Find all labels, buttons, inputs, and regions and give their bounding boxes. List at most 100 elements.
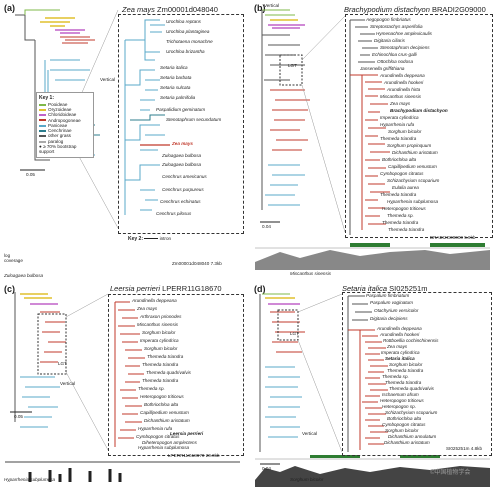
leaf-label: Trichotaena monachne <box>166 39 213 44</box>
leaf-label: Capillipedium venustum <box>388 164 437 169</box>
leaf-label: Themeda triandra <box>388 227 425 232</box>
leaf-label: Capillipedium venustum <box>140 410 189 415</box>
leaf-label: Urochloa brizantha <box>166 49 205 54</box>
panel-label: (d) <box>254 284 266 294</box>
key2-legend: Key 2: intron <box>128 236 172 242</box>
leaf-label: Cenchrus americanus <box>162 174 207 179</box>
leaf-label: Urochloa plantaginea <box>166 29 210 34</box>
track-species-label: Hyparrhenia subplumosa <box>4 477 56 482</box>
scale-bar-label: 0.05 <box>14 414 23 419</box>
leaf-label: Sorghum bicolor <box>385 428 419 433</box>
leaf-label: Zuloagaea bulbosa <box>162 153 202 158</box>
leaf-label: Cenchrus purpureus <box>162 187 204 192</box>
leaf-label: Themeda sp. <box>138 386 165 391</box>
leaf-label: Paspalidium geminatum <box>156 107 206 112</box>
leaf-label: Cenchrus echinatus <box>160 199 201 204</box>
lgt-label: LGT <box>290 331 299 336</box>
track-gene-label: Zm00001d048040 7.3kb <box>172 261 222 266</box>
panel-title: Zea mays Zm00001d048040 <box>122 5 218 14</box>
leaf-label: Zea mays <box>390 101 411 106</box>
track-left-label: log coverage <box>4 253 23 263</box>
leaf-label: Imperata cylindrica <box>381 350 420 355</box>
leaf-label-highlight: Zea mays <box>172 141 193 146</box>
leaf-label: Cymbopogon citratus <box>136 434 180 439</box>
leaf-label: Eulalia aurea <box>392 185 419 190</box>
panel-title: Brachypodium distachyon BRADI2G09000 <box>344 5 486 14</box>
leaf-label: Setaria italica <box>160 65 188 70</box>
leaf-label: Themeda quadrivalvis <box>389 386 434 391</box>
inset-tree-box <box>108 294 244 456</box>
leaf-label: Imperata cylindrica <box>140 338 179 343</box>
leaf-label: Arundinella hookeri <box>380 332 420 337</box>
leaf-label: Hyparrhenia subplumosa <box>138 445 190 450</box>
track-species-label: Sorghum bicolor <box>290 477 324 482</box>
leaf-label: Ischaemum afrum <box>382 392 419 397</box>
tree-d <box>255 293 490 487</box>
leaf-label: Setaria barbata <box>160 75 192 80</box>
watermark: ©中国植物学会 <box>430 470 471 476</box>
leaf-label: Paspalum vaginatum <box>370 300 413 305</box>
leaf-label: Arundinella deppeana <box>380 73 425 78</box>
leaf-label: Themeda triandra <box>142 362 179 367</box>
leaf-label: Hyparrhenia rufa <box>380 122 415 127</box>
tree-b <box>255 9 490 270</box>
key1-title: Key 1: <box>39 95 55 101</box>
leaf-label: Hyparrhenia subplumosa <box>387 199 439 204</box>
panel-title: Setaria italica SI025251m <box>342 284 428 293</box>
leaf-label: Setaria sulcata <box>160 85 191 90</box>
key1-legend: Key 1: Pooideae Oryzoideae Chloridoideae… <box>36 92 94 158</box>
leaf-label: Sorghum bicolor <box>142 330 176 335</box>
track-gene-label: LPERR11G18670 20.0kb <box>168 453 220 458</box>
inset-tree-box <box>118 14 244 234</box>
leaf-label: Dichanthium aristatum <box>144 418 190 423</box>
leaf-label: Arundinella deppeana <box>377 326 422 331</box>
vertical-label: Vertical <box>302 431 318 436</box>
leaf-label: Urochloa reptans <box>166 19 201 24</box>
leaf-label: Sorghum bicolor <box>389 362 423 367</box>
leaf-label: Dichanthium aristatum <box>384 440 430 445</box>
leaf-label: Echinochloa crus-galli <box>372 52 417 57</box>
panel-label: (c) <box>4 284 15 294</box>
leaf-label: Arundinella hookeri <box>384 80 424 85</box>
scale-bar-label: 0.04 <box>262 466 271 471</box>
leaf-label: Dichanthium aristatum <box>392 150 438 155</box>
leaf-label: Schizachyrium scoparium <box>387 178 440 183</box>
track-species-label: Zuloagaea bulbosa <box>4 273 44 278</box>
panel-d: (d) Setaria italica SI025251m Paspa <box>250 282 495 487</box>
leaf-label: Hyparrhenia rufa <box>138 426 173 431</box>
leaf-label: Stenotaphrum secundatum <box>166 117 222 122</box>
leaf-label: Themeda sp. <box>387 213 414 218</box>
panel-c: (c) Leersia perrieri LPERR11G18670 Arund… <box>0 282 247 487</box>
leaf-label: Themeda triandra <box>382 220 419 225</box>
inset-tree-box <box>345 14 493 238</box>
leaf-label: Sorghum propinquum <box>387 143 432 148</box>
leaf-label: Bothriochloa alta <box>387 416 422 421</box>
leaf-label: Sorghum bicolor <box>388 129 422 134</box>
leaf-label: Miscanthus sinensis <box>137 322 179 327</box>
leaf-label: Themeda sp. <box>382 374 409 379</box>
track-gene-label: BRADI2G09000 5.9kb <box>430 235 476 240</box>
leaf-label: Heteropogon triticeus <box>382 206 426 211</box>
scale-bar-label: 0.04 <box>262 224 271 229</box>
leaf-label: Paspalum fimbriatum <box>366 293 410 298</box>
leaf-label: Zea mays <box>137 306 158 311</box>
panel-b: (b) Brachypodium distachyon BRADI2G09000 <box>250 0 495 276</box>
leaf-label-highlight: Brachypodium distachyon <box>390 108 448 113</box>
leaf-label: Arundinella hirta <box>387 87 421 92</box>
leaf-label: Dichanthium annulatum <box>388 434 437 439</box>
leaf-label: Heteropogon sp. <box>382 404 416 409</box>
panel-a: (a) Zea mays Zm00001d048040 <box>0 0 247 278</box>
lgt-label: LGT <box>58 361 67 366</box>
leaf-label: Zuloagaea bulbosa <box>162 162 202 167</box>
leaf-label: Otachyrium versicolor <box>374 308 419 313</box>
leaf-label: Themeda triandra <box>387 368 424 373</box>
panel-title: Leersia perrieri LPERR11G18670 <box>110 284 222 293</box>
leaf-label: Miscanthus sinensis <box>380 94 422 99</box>
leaf-label: Sorghum bicolor <box>144 346 178 351</box>
leaf-label: Themeda triandra <box>380 192 417 197</box>
leaf-label: Hymenachne amplexicaulis <box>376 31 432 36</box>
lgt-label: LGT <box>288 63 297 68</box>
leaf-label: Diheteropogon amplectens <box>142 440 197 445</box>
panel-label: (b) <box>254 3 266 13</box>
leaf-label: Cymbopogon citratus <box>380 171 424 176</box>
